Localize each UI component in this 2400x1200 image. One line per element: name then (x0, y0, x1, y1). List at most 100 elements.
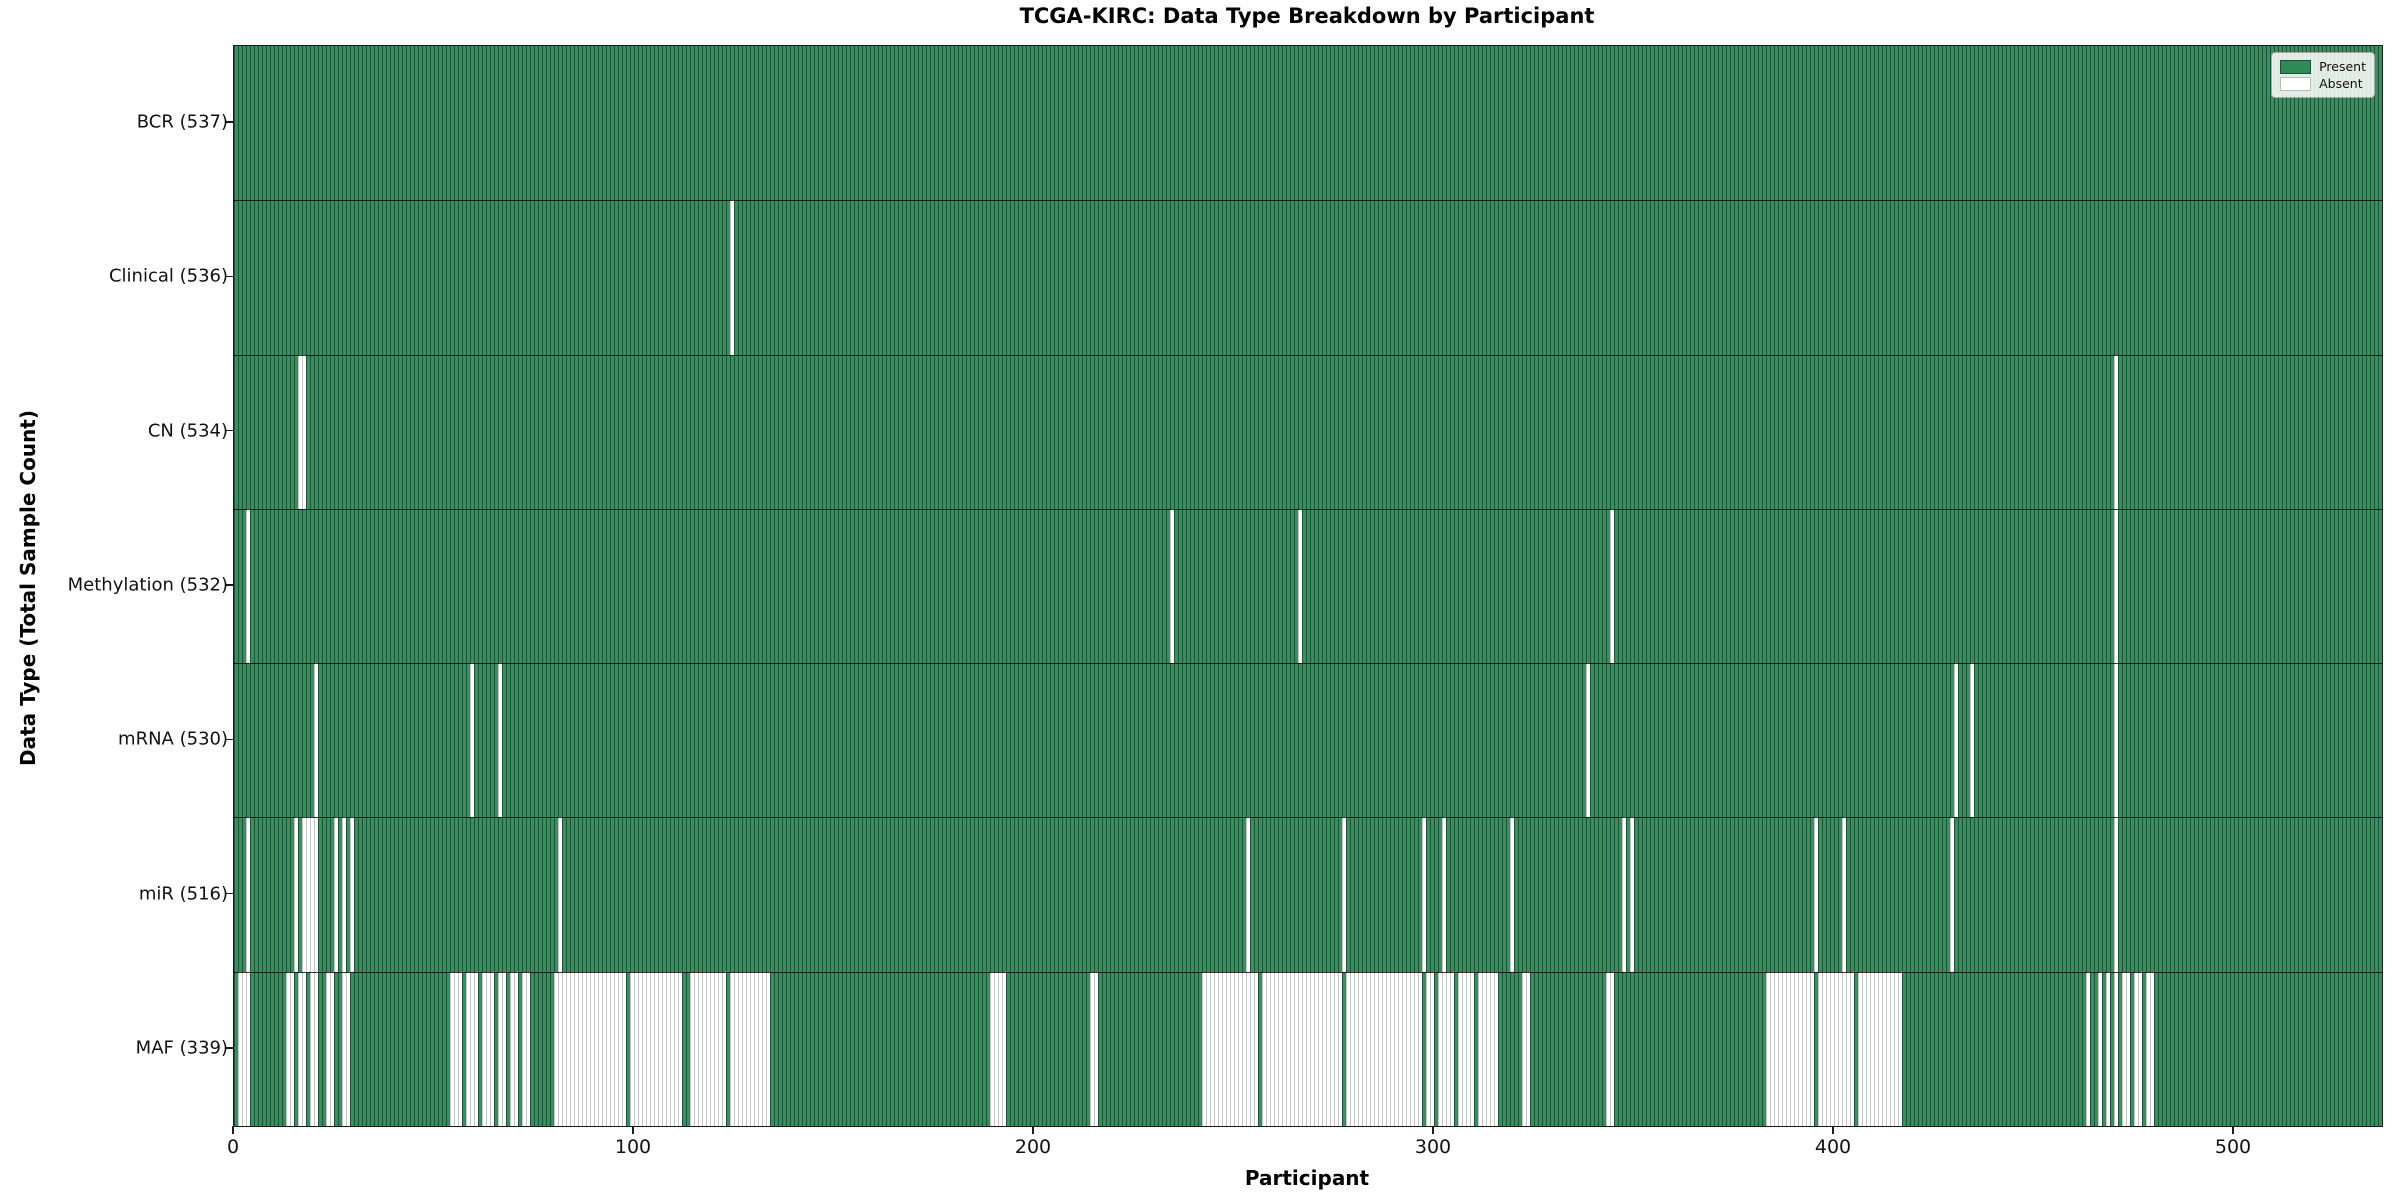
plot-area (233, 45, 2383, 1127)
absent-bar (2114, 971, 2118, 1126)
absent-bar (326, 971, 334, 1126)
absent-bar (498, 971, 506, 1126)
legend-label-absent: Absent (2319, 76, 2363, 91)
absent-bar (1818, 971, 1854, 1126)
x-tick-label-200: 200 (1014, 1136, 1052, 1158)
present-swatch-icon (2280, 59, 2312, 74)
absent-bar (1246, 817, 1250, 972)
absent-bar (238, 971, 250, 1126)
x-tick-label-0: 0 (226, 1136, 240, 1158)
absent-bar (310, 971, 318, 1126)
absent-bar (1442, 817, 1446, 972)
absent-bar (1586, 663, 1590, 818)
absent-bar (1522, 971, 1530, 1126)
legend-label-present: Present (2319, 59, 2366, 74)
absent-bar (2106, 971, 2110, 1126)
row-separator (234, 200, 2382, 202)
absent-bar (1814, 817, 1818, 972)
y-tick-mark (225, 275, 233, 278)
x-tick-mark (1032, 1126, 1034, 1134)
absent-bar (1090, 971, 1098, 1126)
absent-bar (286, 971, 294, 1126)
absent-bar (510, 971, 518, 1126)
absent-bar (1438, 971, 1454, 1126)
absent-bar (522, 971, 530, 1126)
y-tick-mark (225, 121, 233, 123)
absent-bar (1426, 971, 1434, 1126)
heatmap-row-BCR (234, 46, 2382, 201)
absent-bar (1422, 817, 1426, 972)
row-separator (234, 817, 2382, 819)
y-tick-label-BCR: BCR (537) (136, 111, 228, 133)
absent-bar (302, 817, 318, 972)
absent-bar (1954, 663, 1958, 818)
y-tick-mark (225, 738, 233, 741)
absent-bar (1458, 971, 1474, 1126)
heatmap-row-miR (234, 817, 2382, 972)
x-tick-label-400: 400 (1814, 1136, 1852, 1158)
absent-bar (730, 971, 770, 1126)
absent-bar (554, 971, 626, 1126)
x-tick-label-300: 300 (1414, 1136, 1452, 1158)
absent-bar (1630, 817, 1634, 972)
absent-bar (342, 971, 350, 1126)
y-tick-label-Methylation: Methylation (532) (67, 574, 228, 596)
absent-bar (1170, 508, 1174, 664)
y-tick-label-mRNA: mRNA (530) (118, 728, 228, 750)
x-tick-label-100: 100 (614, 1136, 652, 1158)
absent-bar (2134, 971, 2142, 1126)
y-tick-mark (225, 892, 233, 895)
absent-bar (2114, 817, 2118, 972)
absent-bar (1298, 508, 1302, 664)
absent-swatch-icon (2280, 76, 2312, 91)
absent-bar (990, 971, 1006, 1126)
absent-bar (350, 817, 354, 972)
absent-bar (1202, 971, 1258, 1126)
absent-bar (298, 971, 306, 1126)
absent-bar (2122, 971, 2130, 1126)
x-tick-mark (232, 1126, 234, 1134)
y-tick-label-miR: miR (516) (138, 883, 228, 905)
x-tick-mark (2232, 1126, 2234, 1134)
row-separator (234, 971, 2382, 973)
absent-bar (298, 354, 306, 509)
absent-bar (1970, 663, 1974, 818)
heatmap-row-MAF (234, 971, 2382, 1126)
absent-bar (2086, 971, 2090, 1126)
absent-bar (1610, 508, 1614, 664)
legend: Present Absent (2271, 52, 2375, 98)
y-tick-label-MAF: MAF (339) (135, 1037, 228, 1059)
y-tick-mark (225, 584, 233, 586)
absent-bar (314, 663, 318, 818)
legend-entry-absent: Absent (2280, 75, 2366, 92)
row-separator (234, 354, 2382, 356)
absent-bar (1622, 817, 1626, 972)
heatmap-row-Methylation (234, 508, 2382, 664)
y-tick-label-CN: CN (534) (147, 420, 228, 442)
x-tick-mark (1832, 1126, 1834, 1134)
absent-bar (1342, 817, 1346, 972)
chart-title: TCGA-KIRC: Data Type Breakdown by Partic… (1019, 4, 1595, 28)
absent-bar (334, 817, 338, 972)
heatmap-row-Clinical (234, 200, 2382, 355)
row-separator (234, 663, 2382, 665)
absent-bar (466, 971, 478, 1126)
absent-bar (2098, 971, 2102, 1126)
absent-bar (1510, 817, 1514, 972)
heatmap-row-mRNA (234, 663, 2382, 818)
legend-entry-present: Present (2280, 58, 2366, 75)
absent-bar (690, 971, 726, 1126)
absent-bar (246, 508, 250, 664)
absent-bar (498, 663, 502, 818)
absent-bar (2114, 663, 2118, 818)
x-tick-mark (1432, 1126, 1434, 1134)
absent-bar (246, 817, 250, 972)
absent-bar (2114, 508, 2118, 664)
absent-bar (342, 817, 346, 972)
absent-bar (730, 200, 734, 355)
absent-bar (1842, 817, 1846, 972)
absent-bar (2146, 971, 2154, 1126)
y-tick-label-Clinical: Clinical (536) (108, 265, 228, 287)
absent-bar (630, 971, 682, 1126)
